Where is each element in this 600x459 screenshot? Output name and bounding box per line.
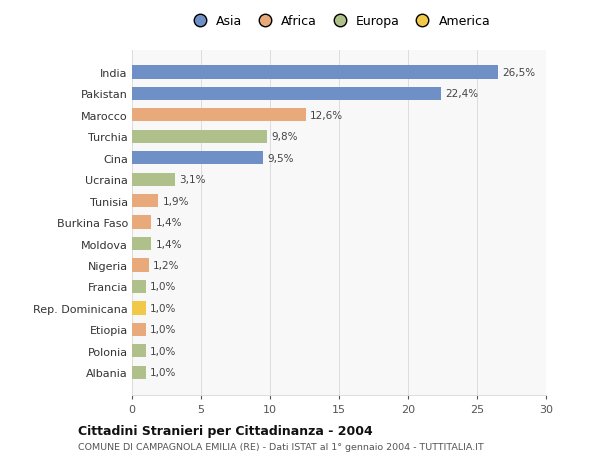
Text: Cittadini Stranieri per Cittadinanza - 2004: Cittadini Stranieri per Cittadinanza - 2… (78, 424, 373, 437)
Bar (132, 173, 175, 186)
Bar (132, 130, 267, 144)
Text: 1,0%: 1,0% (150, 368, 176, 377)
Text: 1,0%: 1,0% (150, 303, 176, 313)
Bar (132, 344, 146, 358)
Text: 1,4%: 1,4% (155, 239, 182, 249)
Text: 9,5%: 9,5% (267, 153, 294, 163)
Bar (132, 88, 441, 101)
Text: 26,5%: 26,5% (502, 68, 535, 78)
Text: 12,6%: 12,6% (310, 111, 343, 121)
Bar (132, 237, 151, 251)
Bar (132, 259, 149, 272)
Bar (132, 280, 146, 293)
Bar (132, 366, 146, 379)
Bar (132, 152, 263, 165)
Text: 1,2%: 1,2% (152, 260, 179, 270)
Text: 1,0%: 1,0% (150, 346, 176, 356)
Text: 1,9%: 1,9% (163, 196, 189, 206)
Bar (132, 109, 306, 122)
Text: 9,8%: 9,8% (271, 132, 298, 142)
Bar (132, 323, 146, 336)
Text: COMUNE DI CAMPAGNOLA EMILIA (RE) - Dati ISTAT al 1° gennaio 2004 - TUTTITALIA.IT: COMUNE DI CAMPAGNOLA EMILIA (RE) - Dati … (78, 442, 484, 451)
Bar (132, 216, 151, 229)
Legend: Asia, Africa, Europa, America: Asia, Africa, Europa, America (188, 16, 490, 28)
Text: 1,4%: 1,4% (155, 218, 182, 228)
Text: 22,4%: 22,4% (445, 89, 478, 99)
Text: 1,0%: 1,0% (150, 325, 176, 335)
Text: 1,0%: 1,0% (150, 282, 176, 292)
Bar (132, 66, 498, 79)
Bar (132, 195, 158, 208)
Bar (132, 302, 146, 315)
Text: 3,1%: 3,1% (179, 175, 205, 185)
